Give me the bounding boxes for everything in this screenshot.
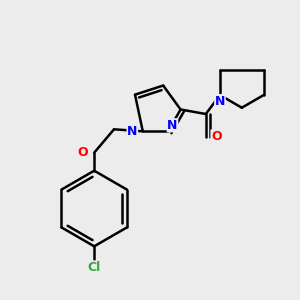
Text: N: N [167,119,178,132]
Text: N: N [127,125,137,138]
Text: N: N [215,94,225,108]
Text: O: O [77,146,88,159]
Text: Cl: Cl [88,261,101,274]
Text: O: O [211,130,222,143]
